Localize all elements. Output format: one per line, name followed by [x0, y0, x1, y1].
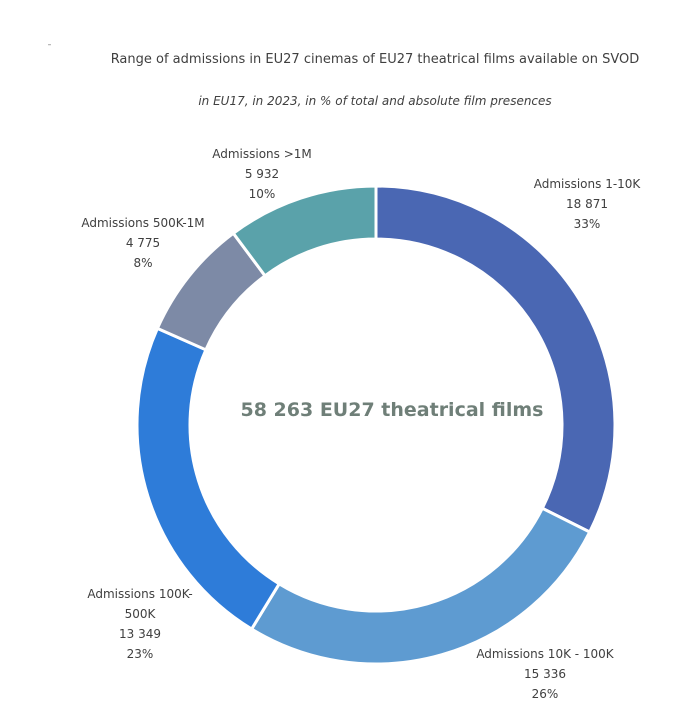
- slice-label: Admissions 10K - 100K 15 336 26%: [476, 647, 614, 701]
- slice-labels: Admissions 1-10K 18 871 33% Admissions 10K …: [81, 147, 641, 701]
- chart-subtitle: in EU17, in 2023, in % of total and abso…: [198, 94, 552, 108]
- slice-admissions-1-10k: [374, 184, 617, 535]
- slice-label: Admissions 500K-1M 4 775 8%: [81, 216, 204, 270]
- slice-label: Admissions 1-10K 18 871 33%: [534, 177, 642, 231]
- slice-label: Admissions 100K-500K 13 349 23%: [87, 587, 192, 661]
- stray-mark: ˉ: [47, 44, 52, 55]
- slice-admissions-10k-100k: [249, 506, 592, 666]
- chart-title: Range of admissions in EU27 cinemas of E…: [110, 52, 640, 67]
- donut-slices: [135, 184, 617, 666]
- slice-label: Admissions >1M 5 932 10%: [212, 147, 312, 201]
- slice-admissions-100k-500k: [135, 326, 282, 632]
- center-label: 58 263 EU27 theatrical films: [241, 399, 544, 421]
- slice-admissions-1m: [231, 184, 378, 278]
